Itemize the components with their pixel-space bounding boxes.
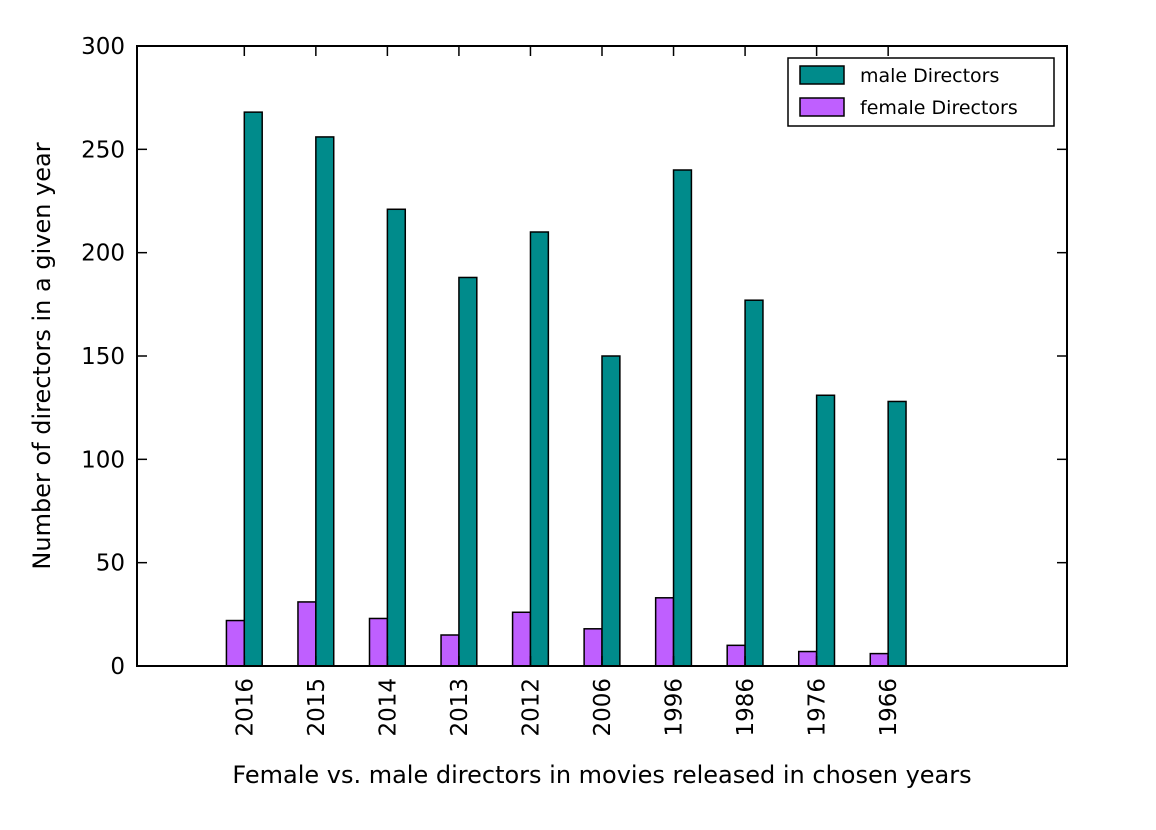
x-tick-label-2014: 2014 [375,678,401,737]
bar-male-2015 [315,136,335,667]
x-tick-label-1976: 1976 [805,678,831,737]
legend-swatch-female [799,97,845,117]
bar-female-2013 [440,634,460,667]
x-tick-label-1996: 1996 [662,678,688,737]
bar-male-1986 [744,299,764,667]
bar-male-1996 [672,169,693,667]
x-tick-label-2013: 2013 [447,678,473,737]
bar-female-2015 [297,601,317,667]
x-tick-label-2006: 2006 [590,678,616,737]
y-tick-label-300: 300 [81,34,125,60]
bar-female-2014 [368,617,389,667]
bar-male-1966 [887,400,907,667]
bars-layer [225,111,907,667]
bar-female-2012 [511,611,532,667]
x-tick-label-1966: 1966 [876,678,902,737]
bar-male-2013 [458,276,478,667]
legend-swatch-male [799,65,845,85]
bar-female-1996 [654,597,675,667]
bar-male-2012 [529,231,550,667]
bar-female-1976 [797,650,818,667]
bar-male-2016 [243,111,263,667]
bar-male-1976 [815,394,836,667]
y-tick-label-50: 50 [96,551,125,577]
y-tick-label-250: 250 [81,137,125,163]
legend-label-female: female Directors [860,97,1018,119]
x-tick-label-2012: 2012 [518,678,544,737]
y-tick-label-200: 200 [81,241,125,267]
y-tick-label-100: 100 [81,447,125,473]
bar-male-2014 [386,208,407,667]
bar-female-1986 [726,644,746,667]
bar-male-2006 [601,355,621,667]
y-tick-labels: 0 50 100 150 200 250 300 [81,34,125,680]
x-tick-label-2015: 2015 [304,678,330,737]
x-tick-labels: 2016 2015 2014 2013 2012 2006 1996 1986 1976 1966 [232,678,902,737]
bar-female-1966 [869,652,889,667]
bar-female-2006 [583,628,603,667]
legend: male Directors female Directors [787,57,1055,127]
y-tick-label-0: 0 [110,654,125,680]
legend-label-male: male Directors [860,65,999,87]
y-tick-label-150: 150 [81,344,125,370]
x-tick-label-2016: 2016 [232,678,258,737]
plot-frame [136,45,1068,667]
y-axis-title: Number of directors in a given year [28,142,56,569]
x-axis-title: Female vs. male directors in movies rele… [232,761,971,789]
bar-female-2016 [225,619,246,667]
x-tick-label-1986: 1986 [733,678,759,737]
